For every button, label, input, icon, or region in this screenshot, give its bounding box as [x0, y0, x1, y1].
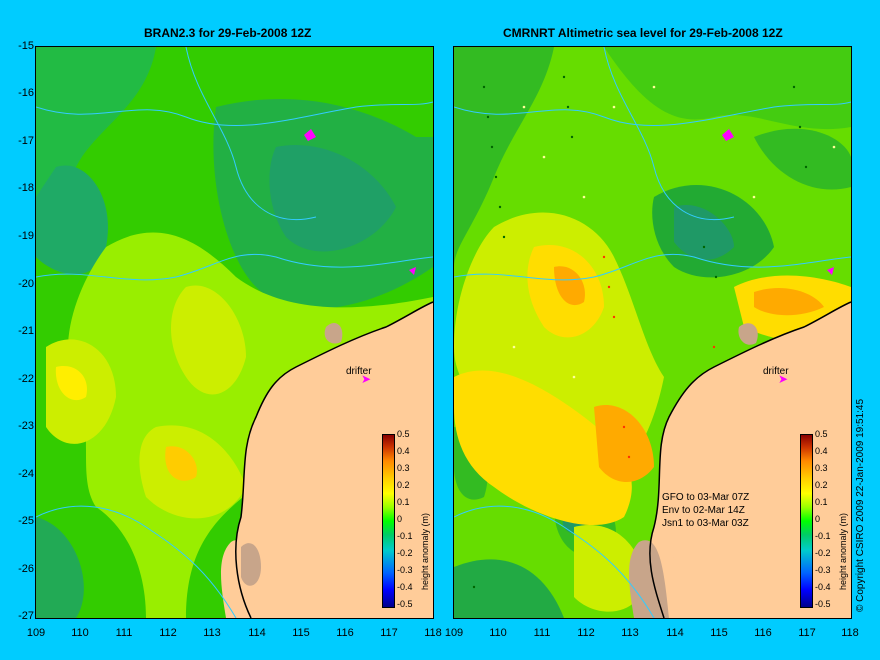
satellite-legend-line: GFO to 03-Mar 07Z [662, 492, 750, 503]
right-map[interactable] [453, 46, 852, 619]
left-cb-tick: 0.4 [397, 446, 410, 456]
left-map-title: BRAN2.3 for 29-Feb-2008 12Z [144, 26, 312, 40]
y-tick: -20 [18, 278, 34, 290]
x-tick: 111 [115, 627, 133, 639]
x-tick: 111 [533, 627, 551, 639]
x-tick: 114 [248, 627, 266, 639]
right-cb-tick: 0.4 [815, 446, 828, 456]
y-tick: -17 [18, 135, 34, 147]
y-tick: -25 [18, 515, 34, 527]
x-tick: 114 [666, 627, 684, 639]
left-cb-tick: -0.3 [397, 565, 413, 575]
left-cb-tick: 0.5 [397, 429, 410, 439]
right-map-title: CMRNRT Altimetric sea level for 29-Feb-2… [503, 26, 783, 40]
satellite-legend-line: Jsn1 to 03-Mar 03Z [662, 518, 749, 529]
x-tick: 117 [798, 627, 816, 639]
x-tick: 117 [380, 627, 398, 639]
left-cb-tick: -0.5 [397, 599, 413, 609]
left-cb-tick: 0.1 [397, 497, 410, 507]
x-tick: 110 [71, 627, 89, 639]
left-cb-tick: -0.2 [397, 548, 413, 558]
x-tick: 116 [754, 627, 772, 639]
right-cb-tick: 0.1 [815, 497, 828, 507]
x-tick: 115 [292, 627, 310, 639]
right-drifter-label: drifter [763, 366, 789, 377]
right-colorbar-label: height anomaly (m) [838, 512, 848, 590]
x-tick: 112 [577, 627, 595, 639]
left-cb-tick: -0.4 [397, 582, 413, 592]
copyright-notice: © Copyright CSIRO 2009 22-Jan-2009 19:51… [855, 398, 866, 612]
y-tick: -16 [18, 87, 34, 99]
y-tick: -24 [18, 468, 34, 480]
right-cb-tick: -0.2 [815, 548, 831, 558]
left-cb-tick: -0.1 [397, 531, 413, 541]
left-colorbar [382, 434, 395, 608]
right-cb-tick: 0.5 [815, 429, 828, 439]
right-cb-tick: -0.4 [815, 582, 831, 592]
x-tick: 113 [203, 627, 221, 639]
y-tick: -21 [18, 325, 34, 337]
y-tick: -19 [18, 230, 34, 242]
x-tick: 115 [710, 627, 728, 639]
y-tick: -22 [18, 373, 34, 385]
right-cb-tick: -0.5 [815, 599, 831, 609]
x-tick: 109 [26, 627, 46, 639]
left-drifter-label: drifter [346, 366, 372, 377]
x-tick: 116 [336, 627, 354, 639]
y-tick: -15 [18, 40, 34, 52]
x-tick: 112 [159, 627, 177, 639]
right-cb-tick: 0.3 [815, 463, 828, 473]
x-tick: 118 [424, 627, 442, 639]
x-tick: 118 [841, 627, 859, 639]
x-tick: 113 [621, 627, 639, 639]
right-map-canvas [454, 47, 851, 618]
y-tick: -26 [18, 563, 34, 575]
left-cb-tick: 0.3 [397, 463, 410, 473]
right-cb-tick: -0.3 [815, 565, 831, 575]
left-cb-tick: 0 [397, 514, 403, 524]
left-colorbar-label: height anomaly (m) [420, 512, 430, 590]
left-drifter-arrow-icon: ➤ [361, 372, 372, 386]
y-tick: -23 [18, 420, 34, 432]
satellite-legend-line: Env to 02-Mar 14Z [662, 505, 745, 516]
left-cb-tick: 0.2 [397, 480, 410, 490]
right-colorbar [800, 434, 813, 608]
y-tick: -27 [18, 610, 34, 622]
y-tick: -18 [18, 182, 34, 194]
x-tick: 110 [489, 627, 507, 639]
right-cb-tick: 0.2 [815, 480, 828, 490]
right-cb-tick: -0.1 [815, 531, 831, 541]
left-map-canvas [36, 47, 433, 618]
right-drifter-arrow-icon: ➤ [778, 372, 789, 386]
x-tick: 109 [444, 627, 464, 639]
left-map[interactable] [35, 46, 434, 619]
right-cb-tick: 0 [815, 514, 821, 524]
